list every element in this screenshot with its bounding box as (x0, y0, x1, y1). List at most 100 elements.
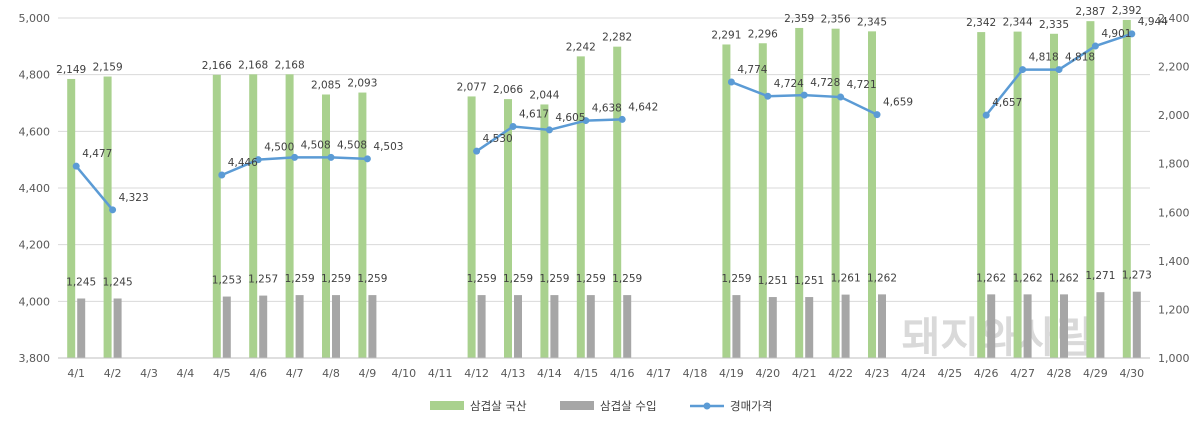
bar-domestic (504, 99, 512, 358)
left-axis-tick-label: 4,600 (19, 125, 51, 138)
left-axis-tick-label: 4,800 (19, 69, 51, 82)
data-label-price: 4,477 (82, 148, 112, 160)
x-axis-tick-label: 4/21 (792, 367, 817, 380)
legend-swatch-domestic (430, 401, 464, 410)
data-label-domestic: 2,342 (966, 17, 996, 29)
right-axis-tick-label: 1,200 (1158, 303, 1190, 316)
data-label-domestic: 2,359 (784, 13, 814, 25)
x-axis-tick-label: 4/5 (213, 367, 231, 380)
x-axis-tick-label: 4/24 (901, 367, 926, 380)
price-point (109, 206, 117, 214)
x-axis-tick-label: 4/29 (1083, 367, 1108, 380)
data-label-imported: 1,273 (1122, 270, 1152, 282)
price-point (582, 117, 590, 125)
data-label-imported: 1,262 (1049, 272, 1079, 284)
bar-imported (732, 295, 741, 358)
x-axis-tick-label: 4/3 (140, 367, 158, 380)
left-axis-tick-label: 4,200 (19, 239, 51, 252)
bar-domestic (1050, 33, 1058, 359)
bar-imported (77, 298, 86, 358)
bar-imported (295, 295, 304, 358)
data-label-price: 4,818 (1029, 52, 1059, 64)
data-label-imported: 1,259 (539, 273, 569, 285)
bar-imported (768, 297, 777, 358)
data-label-price: 4,657 (992, 97, 1022, 109)
right-axis-tick-label: 1,400 (1158, 255, 1190, 268)
price-point (837, 93, 845, 101)
bar-imported (477, 295, 486, 358)
data-label-imported: 1,262 (867, 272, 897, 284)
bar-domestic (1013, 31, 1022, 358)
bar-imported (332, 295, 340, 358)
x-axis-tick-label: 4/19 (719, 367, 744, 380)
price-point (764, 92, 772, 100)
data-label-domestic: 2,166 (202, 60, 232, 72)
data-label-price: 4,638 (592, 103, 622, 115)
x-axis-tick-label: 4/16 (610, 367, 635, 380)
data-label-domestic: 2,159 (93, 62, 123, 74)
left-axis-tick-label: 4,400 (19, 182, 51, 195)
x-axis-tick-label: 4/22 (828, 367, 853, 380)
data-label-domestic: 2,345 (857, 16, 887, 28)
x-axis-tick-label: 4/26 (974, 367, 999, 380)
data-label-price: 4,642 (628, 101, 658, 113)
price-line-segment (75, 165, 114, 211)
price-point (545, 126, 553, 134)
bar-imported (514, 295, 522, 358)
bar-imported (259, 295, 268, 358)
price-point (363, 155, 371, 163)
legend-label-domestic: 삼겹살 국산 (470, 399, 527, 413)
data-label-domestic: 2,296 (748, 28, 778, 40)
right-axis-tick-label: 1,800 (1158, 158, 1190, 171)
right-axis-tick-label: 2,000 (1158, 109, 1190, 122)
data-label-imported: 1,262 (1013, 272, 1043, 284)
data-label-domestic: 2,344 (1003, 17, 1033, 29)
right-axis-tick-label: 1,600 (1158, 206, 1190, 219)
data-label-price: 4,901 (1101, 28, 1131, 40)
data-label-imported: 1,259 (612, 273, 642, 285)
bar-domestic (613, 46, 622, 359)
data-label-price: 4,605 (555, 112, 585, 124)
price-point (327, 153, 335, 161)
x-axis-tick-label: 4/12 (464, 367, 489, 380)
bar-domestic (103, 76, 112, 359)
price-point (1055, 66, 1063, 74)
bar-domestic (722, 44, 731, 358)
data-label-domestic: 2,335 (1039, 19, 1069, 31)
legend-swatch-imported (560, 401, 594, 410)
data-label-imported: 1,251 (794, 275, 824, 287)
bar-domestic (322, 94, 330, 358)
data-label-imported: 1,257 (248, 274, 278, 286)
price-point (509, 123, 517, 131)
data-label-domestic: 2,085 (311, 80, 341, 92)
bar-domestic (358, 92, 367, 359)
data-label-price: 4,944 (1138, 16, 1168, 28)
bar-imported (1060, 294, 1068, 358)
x-axis-tick-label: 4/14 (537, 367, 562, 380)
bar-imported (805, 297, 814, 358)
left-axis-tick-label: 4,000 (19, 295, 51, 308)
data-label-domestic: 2,387 (1075, 6, 1105, 18)
price-point (1091, 42, 1099, 50)
bar-domestic (1086, 21, 1095, 359)
bar-imported (1096, 292, 1105, 358)
data-label-imported: 1,259 (467, 273, 497, 285)
x-axis-tick-label: 4/11 (428, 367, 453, 380)
legend-swatch-price-marker (703, 402, 711, 410)
bar-imported (550, 295, 559, 358)
bar-imported (586, 295, 595, 358)
data-label-domestic: 2,168 (238, 59, 268, 71)
data-label-imported: 1,259 (503, 273, 533, 285)
data-label-price: 4,446 (228, 157, 258, 169)
price-point (72, 162, 80, 170)
bar-imported (222, 296, 231, 358)
right-axis-tick-label: 2,200 (1158, 61, 1190, 74)
data-label-price: 4,659 (883, 97, 913, 109)
data-label-imported: 1,253 (212, 275, 242, 287)
x-axis-tick-label: 4/15 (573, 367, 598, 380)
data-label-imported: 1,271 (1085, 270, 1115, 282)
bar-domestic (831, 28, 840, 358)
x-axis-tick-label: 4/25 (937, 367, 962, 380)
x-axis-tick-label: 4/30 (1119, 367, 1144, 380)
